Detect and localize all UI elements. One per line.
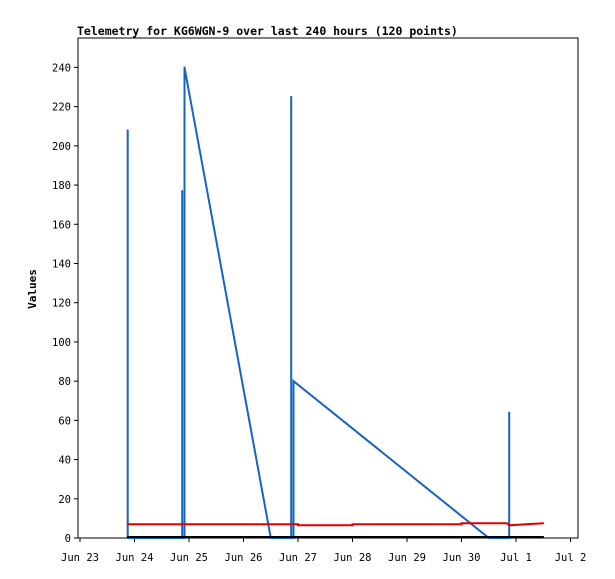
data-point bbox=[508, 411, 511, 414]
x-tick-label: Jun 26 bbox=[225, 552, 263, 564]
data-point bbox=[183, 66, 186, 69]
data-point bbox=[126, 536, 129, 538]
series-layer bbox=[126, 66, 545, 539]
x-tick-label: Jul 1 bbox=[500, 552, 532, 564]
x-tick-label: Jun 25 bbox=[170, 552, 208, 564]
data-point bbox=[290, 95, 293, 98]
x-tick-label: Jun 28 bbox=[334, 552, 372, 564]
data-point bbox=[460, 522, 463, 525]
y-axis: 0 20 40 60 80 100 120 140 160 180 200 220 240 bbox=[52, 62, 78, 545]
y-tick-label: 160 bbox=[52, 219, 71, 231]
data-point bbox=[506, 522, 508, 525]
data-point bbox=[292, 380, 295, 382]
series-0 bbox=[126, 66, 511, 539]
x-axis: Jun 23 Jun 24 Jun 25 Jun 26 Jun 27 Jun 28 Jun … bbox=[61, 538, 586, 564]
x-tick-label: Jun 23 bbox=[61, 552, 99, 564]
data-point bbox=[542, 522, 545, 525]
data-point bbox=[351, 523, 354, 526]
y-tick-label: 120 bbox=[52, 298, 71, 310]
data-point bbox=[542, 536, 545, 538]
data-point bbox=[126, 129, 129, 132]
y-tick-label: 100 bbox=[52, 337, 71, 349]
y-axis-label: Values bbox=[26, 269, 39, 309]
y-tick-label: 140 bbox=[52, 258, 71, 270]
x-tick-label: Jun 27 bbox=[279, 552, 317, 564]
y-tick-label: 200 bbox=[52, 141, 71, 153]
y-tick-label: 180 bbox=[52, 180, 71, 192]
plot-frame bbox=[77, 37, 579, 539]
y-tick-label: 0 bbox=[65, 533, 71, 545]
series-line bbox=[127, 522, 544, 527]
data-point bbox=[126, 523, 129, 526]
y-tick-label: 220 bbox=[52, 102, 71, 114]
y-tick-label: 60 bbox=[58, 415, 71, 427]
data-point bbox=[181, 190, 184, 192]
y-tick-label: 20 bbox=[58, 494, 71, 506]
y-tick-label: 240 bbox=[52, 62, 71, 74]
y-tick-label: 80 bbox=[58, 376, 71, 388]
series-1 bbox=[126, 522, 545, 527]
data-point bbox=[508, 524, 511, 527]
series-2 bbox=[126, 536, 545, 538]
series-line bbox=[126, 67, 511, 539]
data-point bbox=[297, 524, 299, 527]
x-tick-label: Jul 2 bbox=[555, 552, 587, 564]
x-tick-label: Jun 30 bbox=[443, 552, 481, 564]
chart-title: Telemetry for KG6WGN-9 over last 240 hou… bbox=[77, 24, 458, 38]
x-tick-label: Jun 24 bbox=[116, 552, 154, 564]
x-tick-label: Jun 29 bbox=[388, 552, 426, 564]
y-tick-label: 40 bbox=[58, 455, 71, 467]
